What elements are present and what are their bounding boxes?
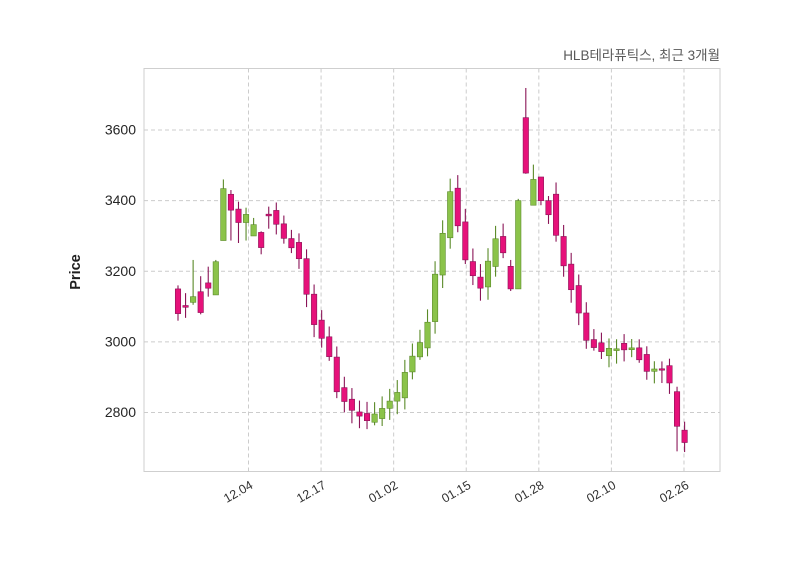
svg-text:3000: 3000	[105, 333, 136, 349]
svg-text:3400: 3400	[105, 192, 136, 208]
svg-text:3600: 3600	[105, 122, 136, 138]
svg-text:Price: Price	[68, 254, 84, 289]
svg-text:3200: 3200	[105, 263, 136, 279]
svg-text:2800: 2800	[105, 404, 136, 420]
